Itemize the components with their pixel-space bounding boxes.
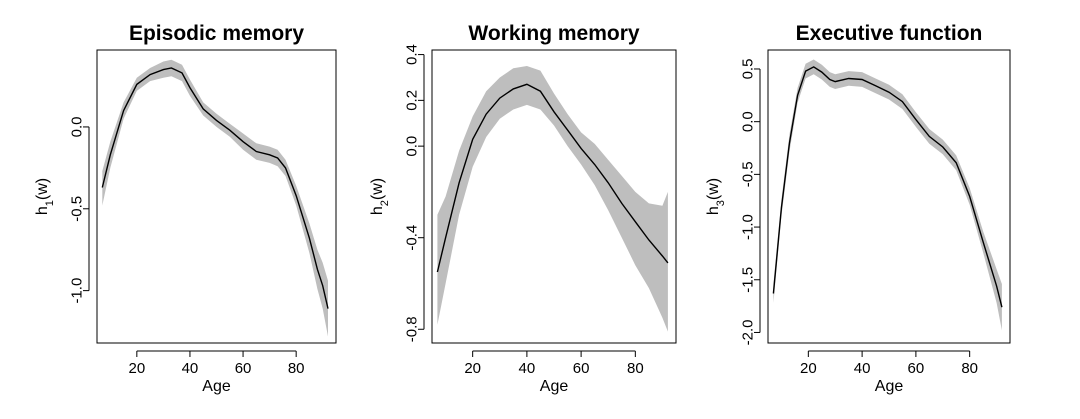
y-tick-label: -1.0 xyxy=(69,278,86,304)
y-tick-label: -0.5 xyxy=(69,196,86,222)
x-tick-label: 40 xyxy=(519,360,536,377)
y-axis-label: h2(w) xyxy=(369,178,391,215)
chart-title: Working memory xyxy=(468,22,639,45)
x-axis-label: Age xyxy=(202,378,231,395)
estimate-line xyxy=(436,83,669,273)
chart-panel-2: Working memory 20 40 60 80 Age -0.8 -0.4 0.0 0.2 0… xyxy=(369,22,677,395)
estimate-line xyxy=(772,66,1003,308)
plot-frame xyxy=(431,49,677,344)
y-tick-label: -0.5 xyxy=(740,161,757,187)
y-axis-label-base: h xyxy=(369,206,386,215)
y-axis-label-base: h xyxy=(34,206,51,215)
y-tick-label: 0.5 xyxy=(740,59,757,80)
confidence-band xyxy=(437,66,668,332)
estimate-line xyxy=(101,67,329,309)
y-tick-label: -0.4 xyxy=(404,225,421,251)
y-axis-label-rest: (w) xyxy=(705,178,722,200)
confidence-band xyxy=(102,59,328,337)
y-tick-label: -1.0 xyxy=(740,214,757,240)
y-axis-label-base: h xyxy=(705,206,722,215)
y-tick-label: -1.5 xyxy=(740,267,757,293)
x-tick-label: 80 xyxy=(288,360,305,377)
y-axis-label-subscript: 3 xyxy=(715,200,727,206)
y-axis-label-subscript: 1 xyxy=(44,200,56,206)
y-axis-label-subscript: 2 xyxy=(379,200,391,206)
y-tick-label: 0.4 xyxy=(404,44,421,65)
y-tick-label: 0.0 xyxy=(740,111,757,132)
x-tick-label: 20 xyxy=(128,360,145,377)
y-tick-label: -0.8 xyxy=(404,316,421,342)
x-tick-label: 60 xyxy=(235,360,252,377)
x-tick-label: 20 xyxy=(464,360,481,377)
chart-title: Executive function xyxy=(796,22,983,45)
x-tick-label: 40 xyxy=(182,360,199,377)
x-axis-label: Age xyxy=(540,378,569,395)
y-axis-label-rest: (w) xyxy=(369,178,386,200)
chart-panel-1: Episodic memory 20 40 60 80 Age -1.0 -0.5 0.0 h1(… xyxy=(34,22,337,395)
chart-title: Episodic memory xyxy=(129,22,304,45)
x-tick-label: 80 xyxy=(961,360,978,377)
plot-frame xyxy=(96,49,337,344)
x-tick-label: 80 xyxy=(627,360,644,377)
y-axis-label: h1(w) xyxy=(34,178,56,215)
x-tick-label: 40 xyxy=(854,360,871,377)
y-tick-label: 0.0 xyxy=(69,117,86,138)
x-axis-label: Age xyxy=(875,378,904,395)
chart-panel-3: Executive function 20 40 60 80 Age -2.0 -1.5 -1.… xyxy=(705,22,1011,395)
x-tick-label: 20 xyxy=(800,360,817,377)
y-axis-label: h3(w) xyxy=(705,178,727,215)
y-axis-label-rest: (w) xyxy=(34,178,51,200)
x-tick-label: 60 xyxy=(908,360,925,377)
y-tick-label: -2.0 xyxy=(740,320,757,346)
y-tick-label: 0.2 xyxy=(404,90,421,111)
y-tick-label: 0.0 xyxy=(404,136,421,157)
confidence-band xyxy=(773,59,1002,331)
x-tick-label: 60 xyxy=(573,360,590,377)
plot-frame xyxy=(767,49,1011,344)
